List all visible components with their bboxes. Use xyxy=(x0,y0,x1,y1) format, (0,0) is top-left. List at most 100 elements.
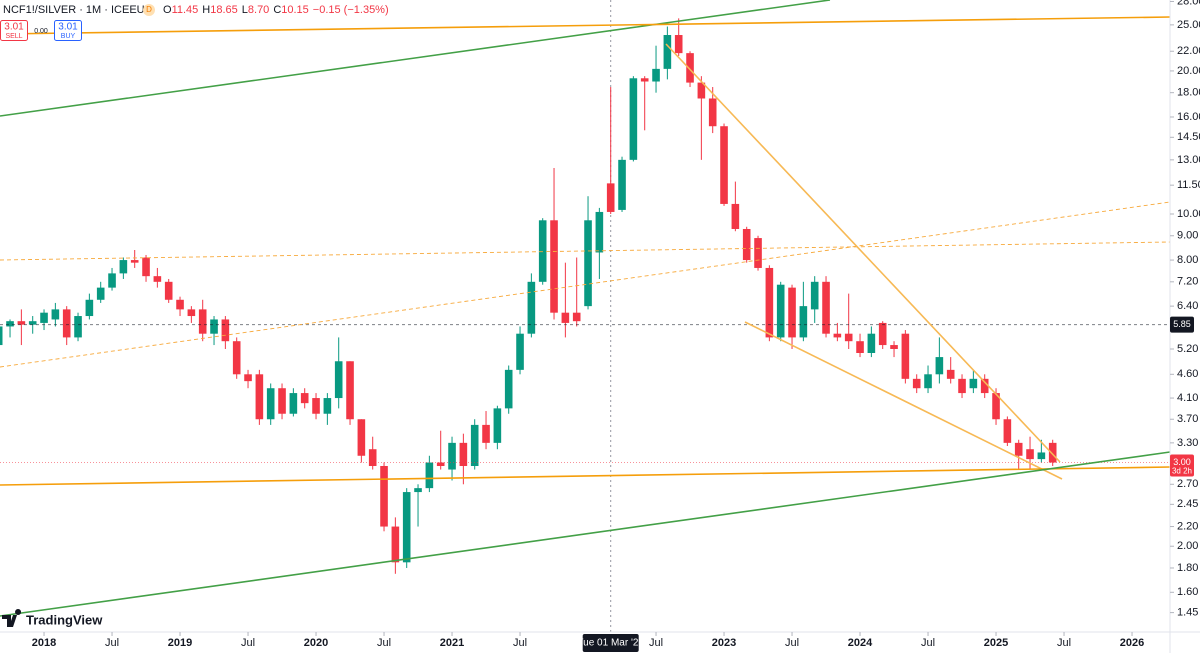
candle-body xyxy=(697,82,706,99)
candle-body xyxy=(232,341,241,375)
candle-body xyxy=(912,378,921,389)
sell-label: SELL xyxy=(5,33,22,40)
header-bg xyxy=(0,0,340,20)
candle-body xyxy=(28,321,37,325)
y-tick-label: 8.00 xyxy=(1177,254,1198,266)
crosshair-label: Tue 01 Mar '22 xyxy=(577,638,644,649)
candle-body xyxy=(992,393,1000,420)
x-tick-label: Jul xyxy=(513,637,527,649)
y-tick-label: 25.00 xyxy=(1177,19,1200,31)
candle-body xyxy=(516,333,524,370)
candle-body xyxy=(300,393,309,404)
legend-value: 10.15 xyxy=(281,4,309,16)
price-label: 5.85 xyxy=(1173,319,1191,329)
logo-text: TradingView xyxy=(26,612,103,627)
y-tick-label: 3.70 xyxy=(1177,413,1198,425)
y-tick-label: 1.60 xyxy=(1177,586,1198,598)
price-label-bg xyxy=(1170,454,1194,477)
candle-body xyxy=(788,287,796,338)
symbol: NCF1!/SILVER · 1M · ICEEUR xyxy=(3,4,153,16)
x-tick-label: 2019 xyxy=(168,637,192,649)
y-tick-label: 2.20 xyxy=(1177,520,1198,532)
candle-body xyxy=(436,462,445,467)
candle-body xyxy=(958,378,966,394)
y-tick-label: 4.10 xyxy=(1177,392,1198,404)
candle-body xyxy=(572,312,581,322)
x-tick-label: Jul xyxy=(105,637,119,649)
candle-body xyxy=(686,53,694,83)
logo-icon xyxy=(2,609,22,627)
trend-line xyxy=(0,201,1170,368)
candle-body xyxy=(935,357,944,375)
candle-body xyxy=(901,333,910,379)
trade-buttons: 3.01 SELL 0.00 3.01 BUY xyxy=(0,20,82,41)
y-tick-label: 7.20 xyxy=(1177,276,1198,288)
candle-body xyxy=(334,361,343,399)
candle-body xyxy=(153,276,162,282)
candle-body xyxy=(210,319,218,334)
candle-body xyxy=(0,326,3,346)
buy-label: BUY xyxy=(61,33,76,40)
badge-bg xyxy=(143,4,155,16)
candle-body xyxy=(425,462,434,489)
candle-body xyxy=(527,281,536,334)
candle-body xyxy=(1014,442,1023,456)
price-label: 3.00 xyxy=(1173,457,1191,467)
candle-body xyxy=(289,393,298,414)
candle-body xyxy=(62,309,71,338)
legend-value: 11.45 xyxy=(172,4,199,16)
candle-body xyxy=(108,273,116,288)
candle-body xyxy=(323,398,332,414)
x-tick-label: Jul xyxy=(921,637,935,649)
candle-body xyxy=(708,98,717,127)
y-tick-label: 13.00 xyxy=(1177,154,1200,166)
candle-body xyxy=(595,211,604,253)
y-tick-label: 3.30 xyxy=(1177,437,1198,449)
candle-body xyxy=(640,78,649,82)
x-tick-label: Jul xyxy=(1057,637,1071,649)
candle-body xyxy=(187,309,196,317)
y-tick-label: 2.45 xyxy=(1177,498,1198,510)
y-tick-label: 22.00 xyxy=(1177,45,1200,57)
candle-body xyxy=(391,526,400,563)
candle-body xyxy=(380,466,388,527)
y-tick-label: 14.50 xyxy=(1177,131,1200,143)
candle-body xyxy=(878,322,887,346)
y-tick-label: 2.70 xyxy=(1177,478,1198,490)
candle-body xyxy=(550,220,558,313)
candle-body xyxy=(221,319,230,342)
x-tick-label: Jul xyxy=(785,637,799,649)
candle-body xyxy=(130,260,139,263)
candle-body xyxy=(402,492,411,563)
candle-body xyxy=(96,287,105,300)
candle-body xyxy=(198,309,207,334)
x-tick-label: 2024 xyxy=(848,637,873,649)
logo: TradingView xyxy=(2,609,103,627)
candle-body xyxy=(85,299,94,317)
trend-line xyxy=(0,466,1170,486)
candle-body xyxy=(164,281,173,300)
sell-button[interactable] xyxy=(0,20,28,41)
candle-body xyxy=(776,284,785,338)
candle-body xyxy=(720,126,728,204)
candle-body xyxy=(448,442,456,470)
x-tick-label: Jul xyxy=(377,637,391,649)
candle-body xyxy=(6,321,14,327)
candle-body xyxy=(844,333,853,342)
candle-body xyxy=(368,449,377,467)
y-tick-label: 28.00 xyxy=(1177,0,1200,7)
x-tick-label: 2020 xyxy=(304,637,328,649)
header: NCF1!/SILVER · 1M · ICEEUR D O11.45 H18.6… xyxy=(0,0,389,20)
candle-body xyxy=(1003,419,1012,443)
x-tick-label: Jul xyxy=(649,637,663,649)
candle-body xyxy=(606,183,615,212)
y-tick-label: 20.00 xyxy=(1177,65,1200,77)
buy-button[interactable] xyxy=(54,20,82,41)
countdown: 3d 2h xyxy=(1172,467,1192,476)
drawings xyxy=(0,0,1170,617)
y-tick-label: 18.00 xyxy=(1177,87,1200,99)
candle-body xyxy=(810,281,819,310)
plot-area xyxy=(0,0,1170,632)
trend-line xyxy=(0,451,1170,617)
